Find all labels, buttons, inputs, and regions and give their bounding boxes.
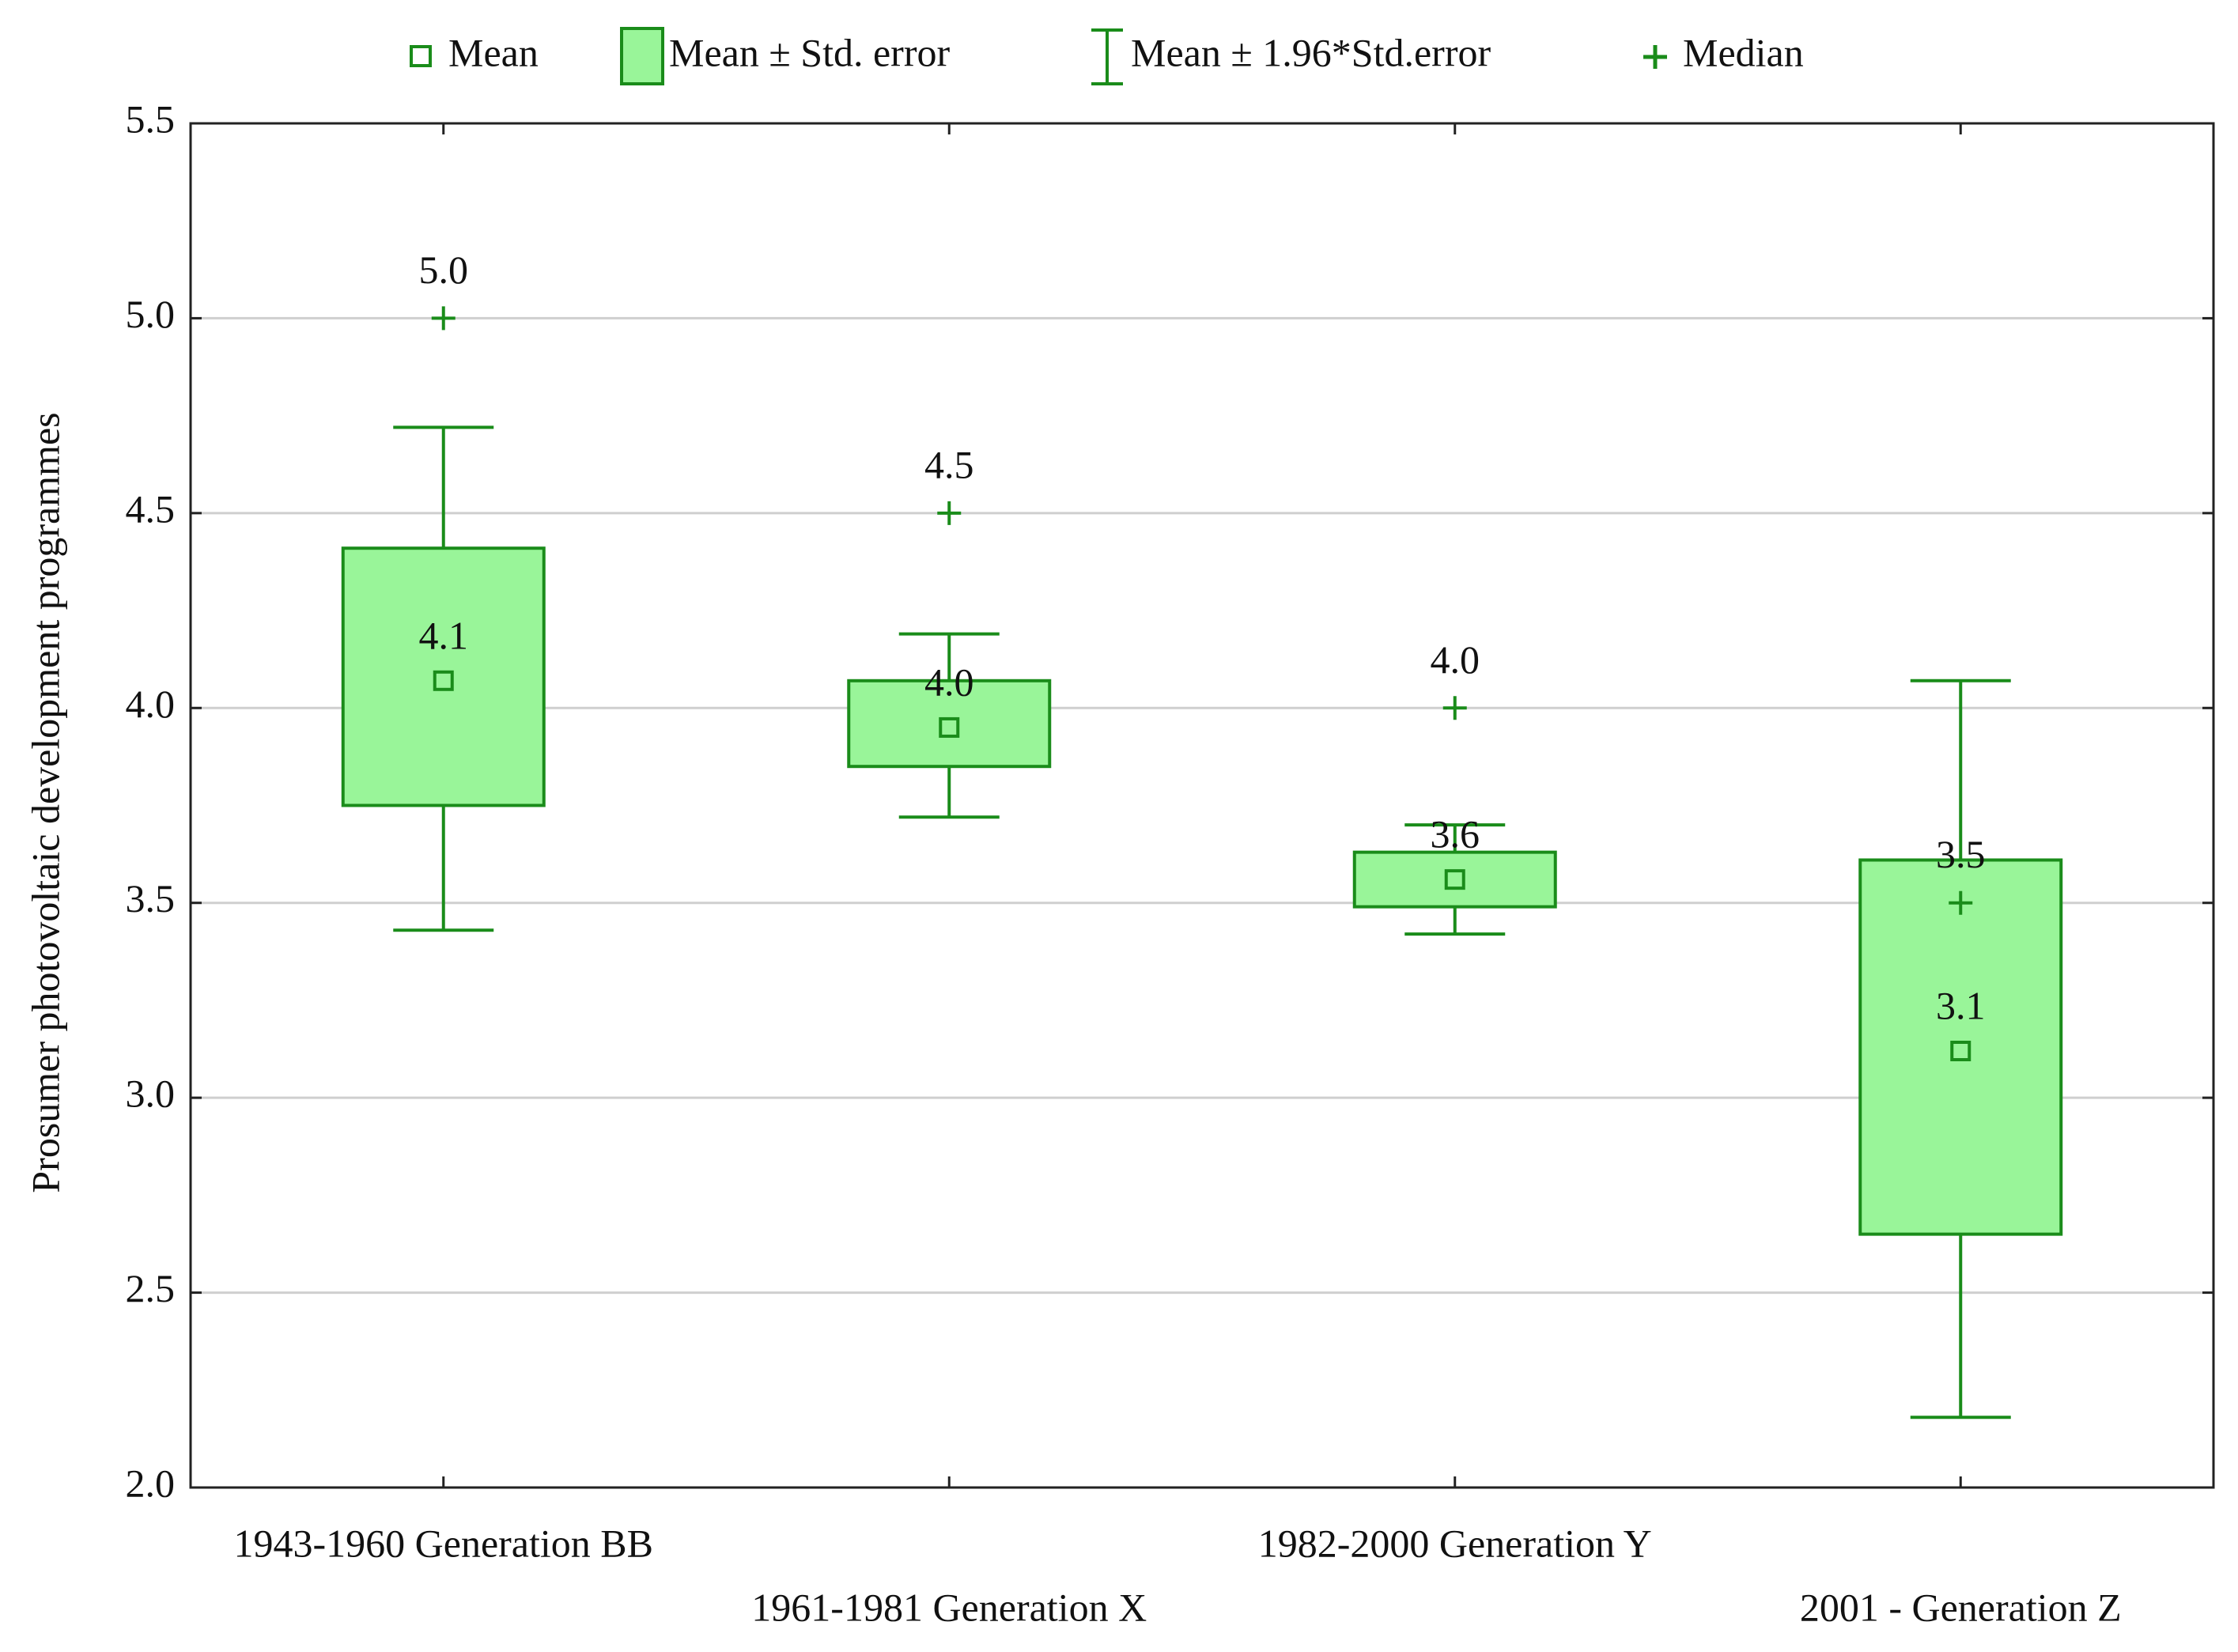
legend-label: Mean ± Std. error <box>669 30 950 74</box>
median-label: 3.5 <box>1936 832 1986 876</box>
legend-median-icon <box>1643 45 1667 69</box>
legend-label: Mean ± 1.96*Std.error <box>1131 30 1491 74</box>
median-label: 5.0 <box>419 248 469 292</box>
mean-marker <box>1950 1041 1971 1061</box>
legend-label: Mean <box>448 30 539 74</box>
median-marker <box>1442 696 1467 720</box>
y-axis-label: Prosumer photovoltaic development progra… <box>23 412 67 1193</box>
y-tick-label: 5.5 <box>126 96 176 141</box>
mean-label: 4.0 <box>924 660 974 704</box>
plot-frame <box>189 122 2215 1489</box>
median-marker <box>1949 890 1973 915</box>
x-tick-label: 1943-1960 Generation BB <box>234 1521 653 1565</box>
x-tick-label: 2001 - Generation Z <box>1800 1585 2122 1629</box>
median-label: 4.5 <box>924 442 974 486</box>
median-label: 4.0 <box>1431 637 1480 682</box>
se-box <box>1352 850 1557 909</box>
legend-label: Median <box>1683 30 1804 74</box>
y-tick-label: 3.0 <box>126 1072 176 1116</box>
mean-marker <box>1444 869 1465 890</box>
y-tick-label: 3.5 <box>126 876 176 921</box>
median-marker <box>937 501 962 525</box>
se-box <box>847 679 1052 769</box>
x-tick-label: 1982-2000 Generation Y <box>1258 1521 1652 1565</box>
y-tick-label: 5.0 <box>126 292 176 336</box>
y-tick-label: 4.5 <box>126 486 176 531</box>
mean-label: 3.1 <box>1936 983 1986 1027</box>
median-marker <box>431 306 456 331</box>
y-tick-label: 2.5 <box>126 1266 176 1310</box>
legend-box-icon <box>620 27 664 85</box>
legend-mean-icon <box>410 45 432 67</box>
se-box <box>341 546 546 807</box>
x-tick-label: 1961-1981 Generation X <box>751 1585 1147 1629</box>
mean-marker <box>939 716 960 738</box>
legend-whisker-icon <box>1091 28 1123 85</box>
y-tick-label: 2.0 <box>126 1461 176 1505</box>
mean-marker <box>433 670 454 691</box>
se-box <box>1858 858 2063 1236</box>
mean-label: 3.6 <box>1431 812 1480 856</box>
y-tick-label: 4.0 <box>126 682 176 726</box>
mean-label: 4.1 <box>419 613 469 657</box>
